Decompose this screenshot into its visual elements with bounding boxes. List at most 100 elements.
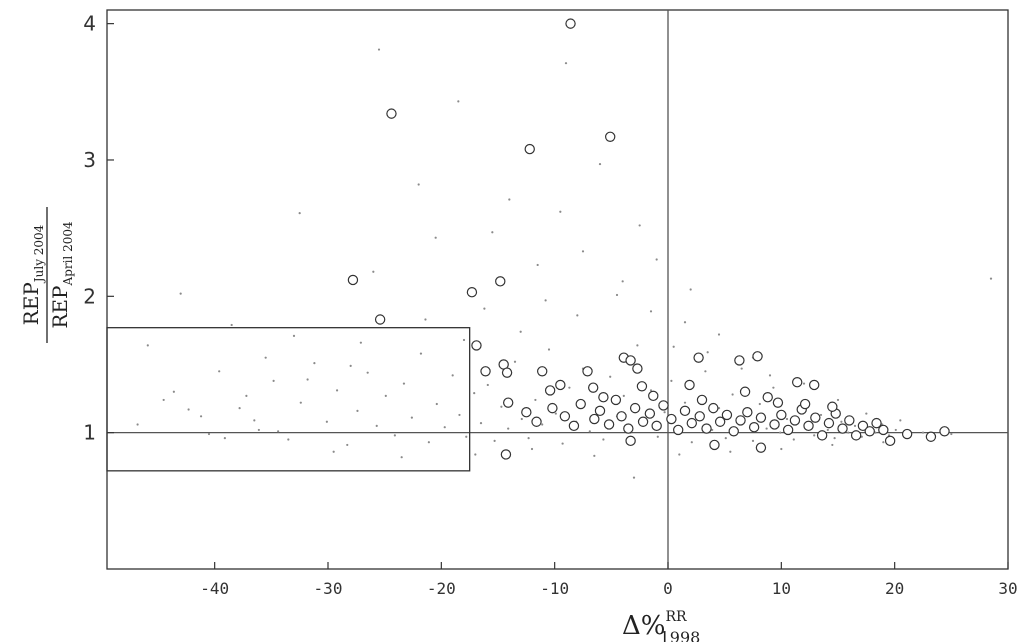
dot-point — [672, 345, 675, 348]
dot-point — [989, 277, 993, 280]
dot-point — [298, 212, 301, 215]
dot-point — [678, 453, 681, 456]
circle-point — [844, 415, 855, 426]
dot-point — [780, 447, 783, 451]
dot-point — [724, 437, 727, 440]
dot-point — [238, 407, 241, 410]
circle-point — [632, 363, 643, 374]
dot-point — [292, 334, 296, 337]
x-tick-label: -10 — [540, 579, 569, 598]
x-axis-title-sup: RR — [665, 609, 687, 625]
dot-point — [513, 360, 517, 363]
dot-point — [836, 398, 840, 402]
dot-point — [768, 374, 772, 377]
circle-point — [755, 412, 767, 423]
dot-point — [621, 280, 624, 283]
circle-point — [466, 287, 478, 298]
dot-point — [833, 437, 836, 440]
circle-point — [742, 407, 753, 418]
circle-point — [616, 411, 627, 422]
dot-point — [136, 423, 139, 426]
dot-point — [264, 356, 267, 359]
dot-point — [853, 424, 857, 427]
circle-point — [708, 402, 719, 414]
dot-point — [349, 364, 352, 367]
dot-point — [207, 432, 211, 436]
circle-point — [598, 392, 609, 403]
circle-point — [792, 377, 803, 388]
y-axis-num-main: REP — [19, 282, 43, 325]
dot-point — [826, 428, 829, 432]
circle-series — [347, 18, 950, 460]
dot-point — [656, 435, 659, 438]
x-tick-label: -30 — [314, 579, 343, 598]
dot-point — [547, 348, 551, 351]
circle-point — [679, 405, 691, 417]
dot-point — [500, 405, 503, 408]
dot-point — [457, 100, 460, 103]
circle-point — [871, 417, 882, 429]
dot-point — [831, 443, 834, 447]
circle-point — [589, 413, 600, 425]
circle-point — [610, 394, 622, 406]
dot-point — [384, 394, 387, 397]
dot-point — [598, 162, 602, 166]
dot-point — [458, 413, 461, 417]
dot-point — [272, 379, 275, 382]
dot-point — [335, 389, 339, 392]
circle-point — [605, 131, 616, 142]
dot-point — [393, 434, 396, 437]
dot-point — [486, 383, 489, 387]
dot-point — [507, 427, 510, 430]
y-tick-label: 4 — [83, 12, 96, 36]
dot-point — [519, 330, 522, 333]
x-tick-label: -20 — [427, 579, 456, 598]
dot-point — [377, 48, 381, 51]
dot-point — [802, 382, 806, 385]
dot-point — [313, 362, 316, 365]
circle-point — [374, 314, 386, 325]
dot-point — [257, 428, 260, 432]
dot-point — [655, 258, 658, 261]
dot-point — [527, 437, 530, 440]
dot-point — [683, 321, 687, 324]
dot-point — [785, 417, 789, 421]
circle-point — [524, 143, 535, 155]
dot-point — [366, 371, 369, 374]
circle-point — [837, 423, 848, 434]
circle-point — [789, 415, 801, 426]
circle-point — [555, 379, 566, 391]
circle-point — [623, 423, 634, 434]
dot-point — [740, 367, 743, 370]
dot-point — [451, 374, 454, 377]
circle-point — [500, 449, 512, 460]
circle-point — [636, 381, 648, 392]
dot-point — [245, 394, 248, 397]
dot-point — [372, 270, 375, 273]
circle-point — [648, 390, 659, 402]
circle-point — [686, 417, 698, 429]
circle-point — [728, 426, 739, 437]
x-tick-label: 30 — [998, 579, 1017, 598]
circle-point — [701, 423, 712, 434]
circle-point — [480, 366, 491, 377]
dot-point — [218, 370, 221, 373]
circle-point — [693, 352, 704, 363]
circle-point — [748, 422, 760, 433]
circle-point — [694, 411, 705, 422]
dot-point — [277, 430, 280, 433]
dot-point — [435, 402, 438, 406]
dot-point — [479, 422, 483, 425]
x-tick-label: -40 — [200, 579, 229, 598]
dot-point — [847, 431, 850, 434]
circle-point — [772, 397, 784, 408]
dot-point — [751, 439, 755, 442]
dot-point — [729, 450, 732, 453]
circle-point — [696, 394, 708, 406]
dot-point — [559, 210, 562, 213]
circle-point — [625, 435, 636, 447]
dot-point — [462, 338, 466, 342]
circle-point — [823, 417, 835, 429]
circle-point — [684, 379, 695, 391]
circle-point — [603, 419, 615, 430]
